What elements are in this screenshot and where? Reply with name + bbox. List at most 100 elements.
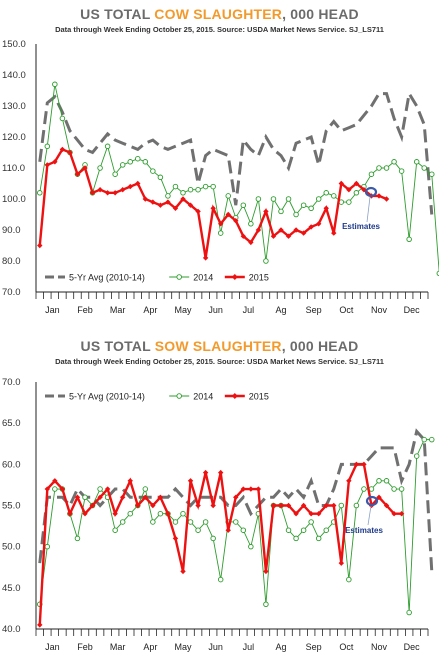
data-point [323,527,329,533]
y-tick-label: 70.0 [2,377,21,388]
data-point [383,196,390,202]
legend-marker [231,393,238,399]
data-point [210,205,216,211]
chart-title: US TOTAL COW SLAUGHTER, 000 HEAD [0,6,439,22]
data-point [331,230,337,236]
data-point [391,159,397,165]
data-point [285,233,292,239]
data-point [67,511,73,517]
data-point [44,543,51,550]
data-point [142,486,149,492]
data-point [240,233,247,239]
y-tick-label: 90.0 [2,225,21,236]
data-point [67,149,73,156]
x-month-label: Feb [77,642,93,652]
annotation-label: Estimates [342,222,380,231]
data-point [104,486,111,492]
legend-marker [231,274,238,280]
data-point [361,486,367,492]
data-point [104,190,111,196]
y-tick-label: 130.0 [2,101,26,112]
data-point [112,511,118,517]
data-point [315,535,322,542]
x-month-label: Jan [45,642,60,652]
data-point [338,560,345,566]
data-point [44,486,51,492]
data-point [353,502,360,509]
data-point [52,486,58,492]
data-point [210,502,216,509]
series-line [38,428,434,572]
x-month-label: May [174,642,192,652]
cow-slaughter-chart: 150.0 140.0 130.0 120.0 110.0 100.0 90.0 80.0 70… [2,39,439,315]
data-point [112,171,118,177]
y-tick-label: 100.0 [2,194,26,205]
data-point [248,543,254,550]
data-point [150,519,156,525]
data-point [421,436,427,443]
data-point [353,461,360,468]
data-point [97,187,103,193]
y-tick-label: 60.0 [2,459,21,470]
y-tick-label: 140.0 [2,70,26,81]
data-point [346,478,352,484]
x-month-label: May [174,305,192,315]
legend-label: 2015 [249,273,269,283]
data-point [187,478,194,484]
data-point [127,183,133,190]
data-point [346,199,352,205]
annotation-line [367,505,372,526]
data-point [202,469,209,476]
data-point [225,193,231,199]
estimate-marker-ellipse [364,186,378,198]
data-point [383,165,390,171]
y-tick-label: 80.0 [2,256,21,267]
data-point [383,502,390,509]
data-point [270,233,277,239]
data-point [285,527,292,533]
data-point [119,187,126,193]
y-tick-label: 70.0 [2,287,21,298]
data-point [195,502,201,509]
data-point [52,478,58,484]
data-point [165,193,171,199]
legend-label: 5-Yr Avg (2010-14) [69,392,145,402]
estimate-marker-ellipse [365,495,379,507]
data-point [142,494,149,500]
data-point [331,502,337,509]
data-point [52,81,58,88]
series-line [39,84,439,274]
data-point [255,196,262,202]
data-point [233,519,239,525]
data-point [89,502,96,509]
data-point [406,609,412,616]
data-point [368,171,375,177]
data-point [97,494,103,500]
data-point [82,165,88,171]
data-point [308,224,314,230]
data-point [346,187,352,193]
data-point [323,190,329,196]
data-point [263,601,269,608]
data-point [429,171,435,177]
data-point [255,227,262,233]
data-point [172,205,179,211]
data-point [74,494,81,500]
x-month-label: Nov [371,642,388,652]
data-point [44,143,51,150]
data-point [104,143,111,150]
data-point [172,519,179,525]
data-point [82,494,88,501]
data-point [142,159,149,165]
data-point [202,519,209,525]
data-point [338,180,345,187]
data-point [172,183,179,190]
y-tick-label: 40.0 [2,624,21,635]
data-point [331,193,337,199]
x-month-label: Dec [404,305,421,315]
x-month-label: Ag [275,642,286,652]
chart-subtitle: Data through Week Ending October 25, 201… [55,25,384,34]
y-tick-label: 65.0 [2,418,21,429]
x-month-label: Apr [143,305,157,315]
x-month-label: Ag [275,305,286,315]
